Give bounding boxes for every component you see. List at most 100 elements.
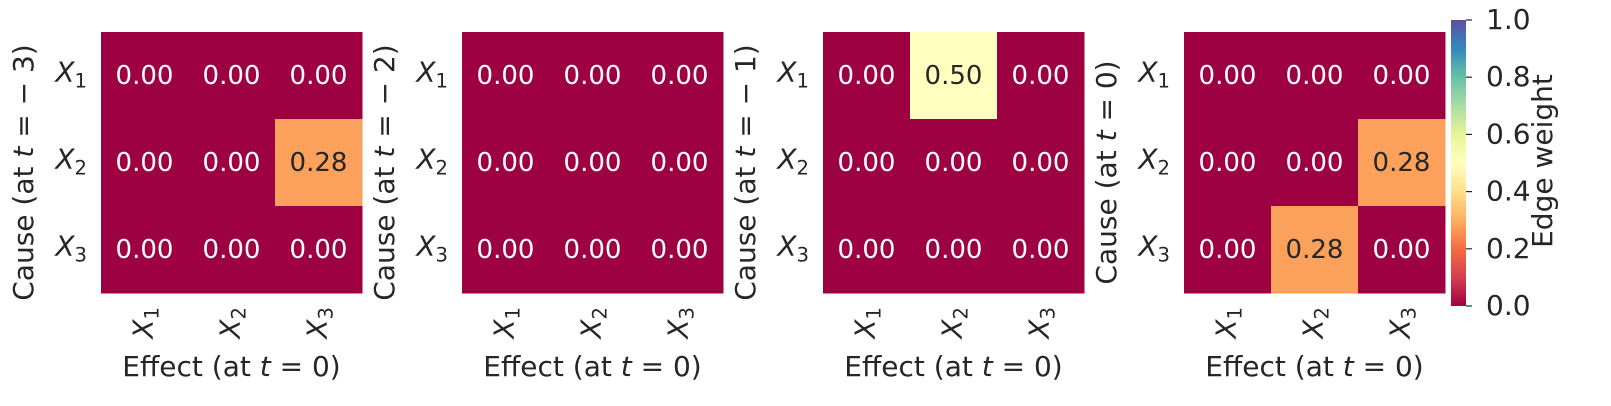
colorbar-tick-label: 0.0: [1486, 289, 1531, 322]
heatmap-cell: [188, 119, 276, 207]
row-tick-label: X3: [53, 230, 87, 266]
heatmap-cell: [997, 206, 1085, 294]
row-tick-label: X3: [414, 230, 448, 266]
heatmap-cell: [275, 206, 363, 294]
col-tick-label: X1: [1210, 307, 1246, 341]
heatmap-cell: [549, 32, 637, 120]
col-tick-label: X2: [1297, 307, 1333, 341]
row-tick-label: X1: [1136, 56, 1170, 92]
heatmap-cell: [1271, 32, 1359, 120]
heatmap-cell: [910, 119, 998, 207]
cell-value-label: 0.00: [1012, 61, 1070, 91]
heatmap-cell: [188, 32, 276, 120]
heatmap-cell: [823, 206, 911, 294]
cell-value-label: 0.50: [925, 61, 983, 91]
col-tick-label: X2: [214, 307, 250, 341]
heatmap-panel-4: 0.00 0.00 0.00 0.00 0.00 0.28 0.00 0.28 0.00 X1 X2…: [1090, 32, 1446, 383]
heatmap-cell: [1184, 206, 1272, 294]
cell-value-label: 0.00: [925, 148, 983, 178]
heatmap-cell: [188, 206, 276, 294]
heatmap-cell: [1358, 119, 1446, 207]
row-tick-label: X2: [775, 143, 809, 179]
heatmap-cell: [101, 206, 189, 294]
cell-value-label: 0.00: [1012, 148, 1070, 178]
col-tick-label: X1: [849, 307, 885, 341]
y-axis-label: Cause (at t = − 3): [7, 44, 40, 301]
heatmap-cell: [1184, 119, 1272, 207]
cell-value-label: 0.00: [1373, 61, 1431, 91]
heatmap-cell: [823, 119, 911, 207]
row-tick-label: X1: [53, 56, 87, 92]
heatmap-cell: [823, 32, 911, 120]
x-axis-label: Effect (at t = 0): [1205, 350, 1423, 383]
cell-value-label: 0.28: [290, 148, 348, 178]
heatmap-cell: [997, 32, 1085, 120]
col-tick-label: X2: [936, 307, 972, 341]
heatmap-panel-3: 0.00 0.50 0.00 0.00 0.00 0.00 0.00 0.00 0.00 X1 X2…: [729, 32, 1085, 383]
heatmap-cell: [275, 32, 363, 120]
cell-value-label: 0.00: [838, 61, 896, 91]
heatmap-cell: [462, 32, 550, 120]
heatmap-cell: [636, 206, 724, 294]
col-tick-label: X3: [301, 307, 337, 341]
cell-value-label: 0.00: [477, 61, 535, 91]
cell-value-label: 0.00: [477, 235, 535, 265]
cell-value-label: 0.00: [290, 61, 348, 91]
heatmap-panel-2: 0.00 0.00 0.00 0.00 0.00 0.00 0.00 0.00 0.00 X1 X2…: [368, 32, 724, 383]
col-tick-label: X3: [1023, 307, 1059, 341]
cell-value-label: 0.00: [838, 235, 896, 265]
cell-value-label: 0.28: [1286, 235, 1344, 265]
heatmap-panel-1: 0.00 0.00 0.00 0.00 0.00 0.28 0.00 0.00 0.00 X1 X2…: [7, 32, 363, 383]
col-tick-label: X3: [1384, 307, 1420, 341]
cell-value-label: 0.00: [290, 235, 348, 265]
col-tick-label: X3: [662, 307, 698, 341]
heatmap-cell: [910, 206, 998, 294]
cell-value-label: 0.00: [651, 148, 709, 178]
row-tick-label: X3: [1136, 230, 1170, 266]
heatmap-cell: [549, 206, 637, 294]
row-tick-label: X2: [414, 143, 448, 179]
cell-value-label: 0.00: [1012, 235, 1070, 265]
cell-value-label: 0.00: [838, 148, 896, 178]
cell-value-label: 0.00: [564, 61, 622, 91]
cell-value-label: 0.00: [203, 148, 261, 178]
heatmap-cell: [1271, 119, 1359, 207]
cell-value-label: 0.00: [1286, 148, 1344, 178]
x-axis-label: Effect (at t = 0): [122, 350, 340, 383]
cell-value-label: 0.00: [1199, 148, 1257, 178]
cell-value-label: 0.00: [1199, 235, 1257, 265]
colorbar-tick-label: 0.6: [1486, 117, 1531, 150]
cell-value-label: 0.00: [1199, 61, 1257, 91]
heatmap-cell: [997, 119, 1085, 207]
y-axis-label: Cause (at t = 0): [1090, 60, 1123, 284]
cell-value-label: 0.00: [116, 148, 174, 178]
col-tick-label: X1: [488, 307, 524, 341]
heatmap-cell: [910, 32, 998, 120]
cell-value-label: 0.00: [651, 61, 709, 91]
cell-value-label: 0.00: [651, 235, 709, 265]
row-tick-label: X2: [53, 143, 87, 179]
row-tick-label: X1: [775, 56, 809, 92]
heatmap-cell: [101, 119, 189, 207]
cell-value-label: 0.28: [1373, 148, 1431, 178]
heatmap-cell: [1358, 32, 1446, 120]
heatmap-cell: [462, 206, 550, 294]
colorbar-label: Edge weight: [1526, 74, 1559, 248]
colorbar-tick-label: 0.2: [1486, 232, 1531, 265]
cell-value-label: 0.00: [203, 61, 261, 91]
colorbar-tick-label: 0.8: [1486, 60, 1531, 93]
colorbar: 0.0 0.2 0.4 0.6 0.8 1.0 Edge weight: [1451, 3, 1559, 322]
row-tick-label: X1: [414, 56, 448, 92]
x-axis-label: Effect (at t = 0): [844, 350, 1062, 383]
row-tick-label: X2: [1136, 143, 1170, 179]
heatmap-cell: [275, 119, 363, 207]
col-tick-label: X1: [127, 307, 163, 341]
heatmap-cell: [1271, 206, 1359, 294]
heatmap-cell: [1184, 32, 1272, 120]
cell-value-label: 0.00: [477, 148, 535, 178]
cell-value-label: 0.00: [925, 235, 983, 265]
heatmap-cell: [636, 119, 724, 207]
y-axis-label: Cause (at t = − 2): [368, 44, 401, 301]
heatmap-cell: [101, 32, 189, 120]
